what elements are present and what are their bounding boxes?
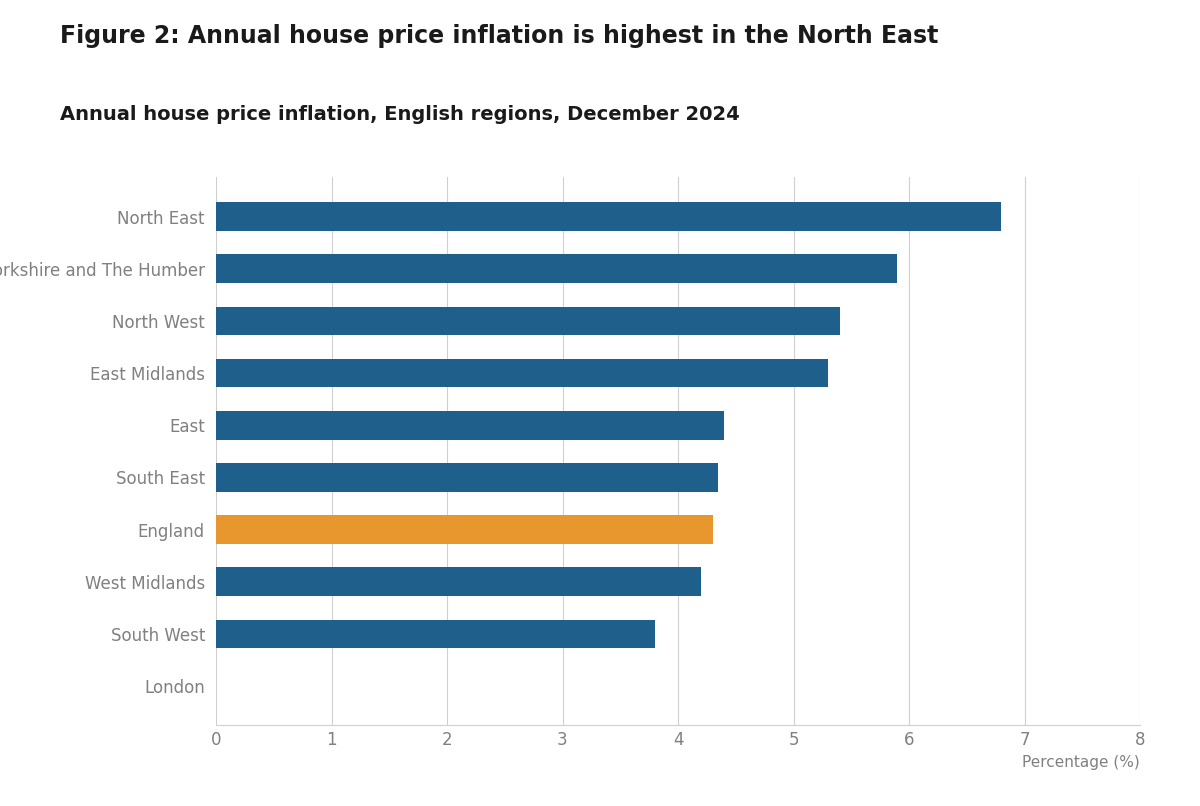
Text: Figure 2: Annual house price inflation is highest in the North East: Figure 2: Annual house price inflation i… — [60, 24, 938, 48]
Text: Annual house price inflation, English regions, December 2024: Annual house price inflation, English re… — [60, 105, 739, 124]
Bar — [216, 620, 655, 648]
Bar — [216, 515, 713, 544]
X-axis label: Percentage (%): Percentage (%) — [1022, 754, 1140, 770]
Bar — [216, 359, 828, 388]
Bar — [216, 306, 840, 335]
Bar — [216, 255, 898, 283]
Bar — [216, 202, 1001, 231]
Bar — [216, 567, 701, 596]
Bar — [216, 463, 719, 492]
Bar — [216, 411, 725, 439]
